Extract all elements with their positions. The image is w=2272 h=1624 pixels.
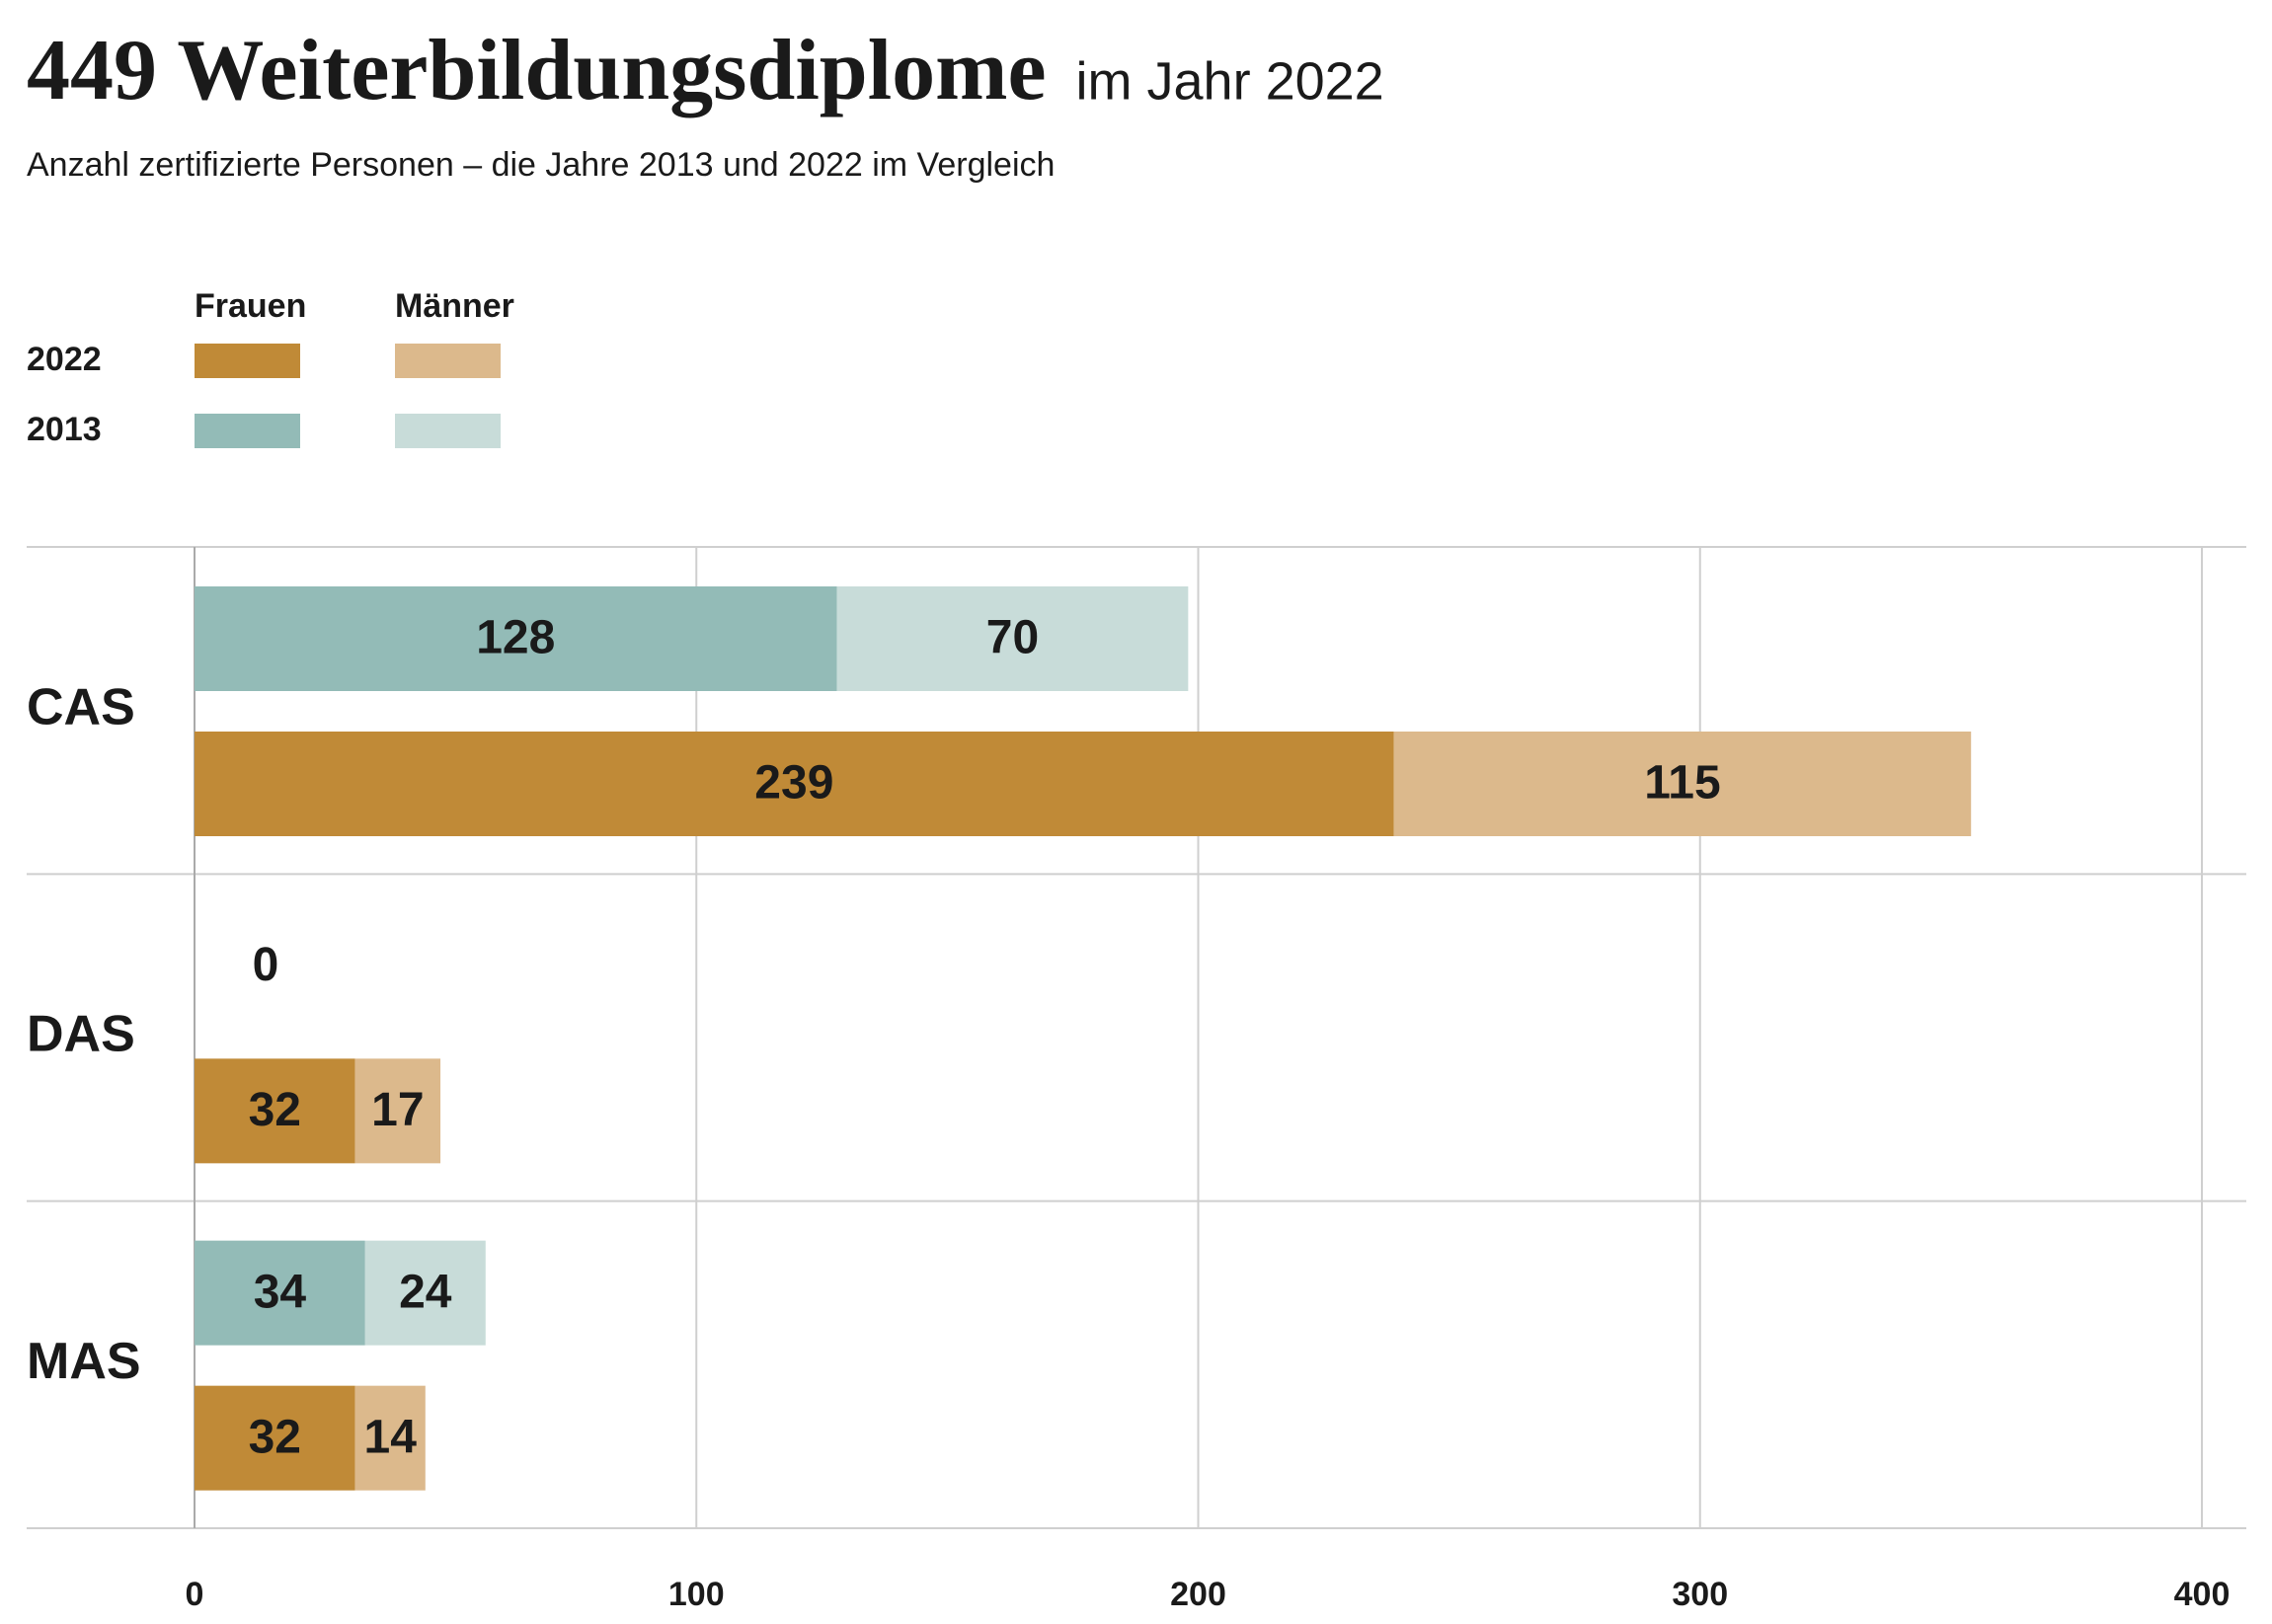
bar-value-label: 239: [754, 757, 833, 810]
category-label: MAS: [27, 1333, 141, 1390]
x-tick-label: 0: [186, 1576, 204, 1613]
bar-value-label: 24: [399, 1266, 452, 1318]
bar-segment: [195, 1385, 355, 1491]
x-tick-label: 400: [2174, 1576, 2231, 1613]
category-label: CAS: [27, 678, 135, 735]
x-tick-label: 200: [1170, 1576, 1226, 1613]
legend-swatch: [395, 344, 501, 378]
bar-segment: [364, 1240, 486, 1346]
bar-segment: [836, 586, 1189, 691]
legend-swatch: [395, 414, 501, 448]
category-label: DAS: [27, 1006, 135, 1063]
bar-segment: [195, 1058, 355, 1164]
bar-segment: [195, 1240, 365, 1346]
legend-swatch: [195, 344, 300, 378]
bar-segment: [195, 732, 1394, 836]
bar-value-label: 32: [249, 1411, 301, 1463]
x-tick-label: 300: [1672, 1576, 1728, 1613]
bar-segment: [354, 1058, 441, 1164]
chart-title: 449 Weiterbildungsdiplome: [27, 23, 1047, 118]
x-tick-label: 100: [668, 1576, 725, 1613]
legend-row-label: 2013: [27, 411, 102, 448]
bar-segment: [1393, 732, 1972, 836]
legend-swatch: [195, 414, 300, 448]
bar-value-label: 14: [364, 1411, 418, 1463]
legend-header: Männer: [395, 287, 514, 325]
bar-value-label: 70: [986, 612, 1039, 664]
bar-value-label: 32: [249, 1084, 301, 1136]
legend-row-label: 2022: [27, 341, 102, 378]
chart-subtitle: Anzahl zertifizierte Personen – die Jahr…: [27, 146, 1055, 184]
bar-value-label: 34: [254, 1266, 307, 1318]
bar-value-label: 0: [253, 939, 279, 991]
bar-value-label: 115: [1644, 757, 1720, 810]
chart-title-suffix: im Jahr 2022: [1076, 51, 1384, 111]
legend-header: Frauen: [195, 287, 306, 325]
bar-value-label: 17: [371, 1084, 424, 1136]
bar-value-label: 128: [476, 612, 555, 664]
bar-segment: [354, 1385, 426, 1491]
bar-segment: [195, 586, 837, 691]
